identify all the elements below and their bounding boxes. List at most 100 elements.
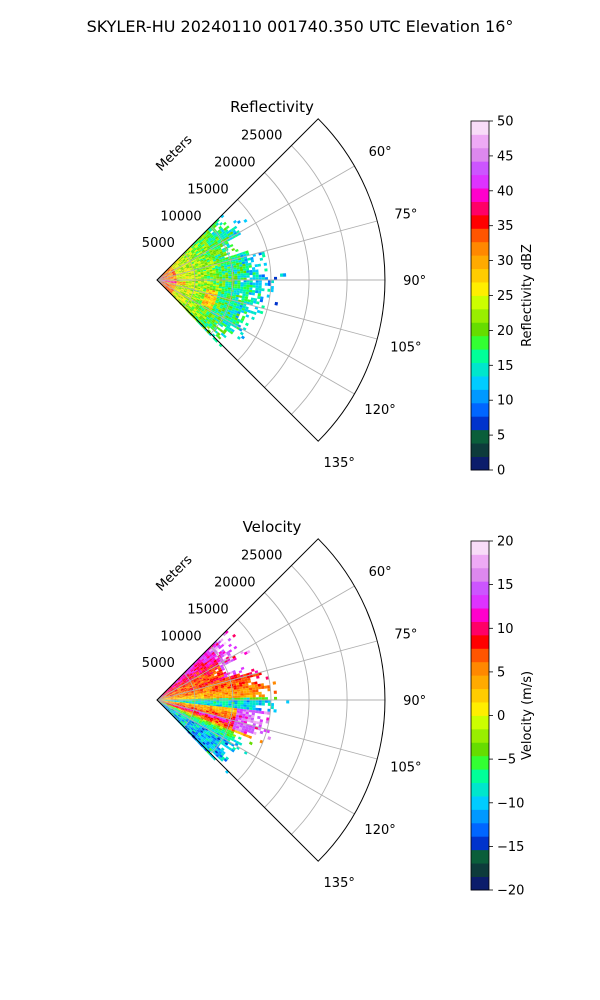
range-bin	[182, 679, 186, 682]
range-bin	[189, 724, 193, 727]
range-bin	[240, 690, 244, 694]
range-bin	[195, 293, 199, 296]
range-bin	[185, 274, 189, 276]
range-bin	[171, 713, 174, 716]
range-bin	[163, 283, 167, 285]
range-bin	[179, 698, 183, 699]
range-bin	[233, 657, 237, 661]
range-bin	[173, 294, 177, 298]
range-bin	[175, 292, 179, 295]
range-bin	[223, 318, 227, 323]
range-bin	[185, 303, 189, 307]
range-bin	[198, 256, 202, 259]
range-bin	[170, 282, 174, 284]
range-bin	[183, 251, 187, 254]
range-bin	[210, 724, 214, 727]
range-bin	[228, 649, 233, 653]
range-bin	[194, 296, 198, 299]
velocity-range-axis-label: Meters	[154, 552, 196, 594]
range-bin	[211, 308, 216, 312]
range-bin	[211, 291, 215, 294]
range-bin	[170, 710, 173, 713]
range-bin	[212, 738, 216, 742]
range-bin	[212, 288, 216, 291]
range-bin	[162, 273, 166, 276]
range-bin	[216, 704, 220, 707]
range-bin	[164, 282, 167, 285]
range-bin	[194, 285, 198, 288]
range-bin	[215, 256, 219, 260]
range-bin	[241, 681, 246, 685]
range-bin	[179, 283, 183, 284]
range-bin	[196, 678, 200, 681]
range-bin	[216, 281, 220, 284]
range-bin	[164, 697, 168, 699]
range-bin	[201, 675, 205, 679]
range-bin	[177, 709, 181, 712]
range-bin	[182, 723, 186, 727]
range-bin	[222, 280, 226, 282]
range-bin	[225, 698, 229, 700]
range-bin	[227, 268, 231, 271]
range-bin	[190, 303, 194, 306]
range-bin	[199, 258, 203, 261]
range-bin	[190, 675, 194, 678]
range-bin	[202, 719, 207, 722]
range-bin	[196, 252, 200, 256]
range-bin	[220, 293, 224, 296]
range-bin	[189, 247, 192, 251]
range-bin	[205, 267, 209, 270]
colorbar-tick-label: 0	[497, 709, 505, 724]
range-bin	[222, 705, 226, 708]
range-bin	[182, 696, 186, 698]
range-bin	[193, 297, 197, 300]
range-bin	[170, 277, 174, 278]
range-bin	[216, 725, 221, 728]
range-bin	[286, 700, 290, 704]
range-bin	[258, 694, 262, 698]
range-bin	[218, 288, 222, 291]
colorbar-segment	[471, 214, 489, 229]
range-bin	[188, 278, 192, 280]
range-bin	[191, 301, 195, 304]
range-bin	[241, 718, 245, 721]
range-bin	[225, 745, 230, 750]
range-bin	[191, 272, 195, 274]
range-bin	[194, 716, 198, 719]
range-bin	[225, 656, 230, 660]
range-bin	[165, 706, 168, 709]
range-bin	[179, 281, 183, 283]
range-bin	[195, 251, 200, 255]
range-bin	[170, 279, 174, 280]
range-bin	[185, 252, 189, 256]
range-bin	[209, 737, 214, 741]
range-bin	[205, 244, 210, 248]
range-bin	[183, 716, 187, 719]
range-bin	[230, 302, 235, 305]
range-bin	[258, 288, 262, 291]
range-bin	[194, 261, 198, 264]
range-bin	[167, 688, 170, 692]
range-bin	[198, 732, 202, 736]
range-bin	[217, 311, 221, 315]
range-bin	[181, 299, 185, 302]
range-bin	[252, 700, 256, 703]
range-bin	[182, 673, 186, 677]
range-bin	[213, 234, 218, 238]
range-bin	[173, 701, 177, 703]
range-bin	[160, 702, 164, 705]
range-bin	[211, 711, 215, 714]
range-bin	[190, 664, 194, 668]
range-bin	[173, 276, 177, 278]
range-bin	[165, 285, 169, 288]
range-bin	[218, 271, 222, 274]
range-bin	[188, 700, 192, 702]
range-bin	[254, 681, 258, 685]
range-bin	[240, 704, 244, 707]
colorbar-segment	[471, 769, 489, 784]
range-bin	[174, 683, 178, 687]
range-bin	[208, 686, 212, 689]
range-bin	[255, 707, 259, 711]
range-bin	[243, 277, 247, 280]
range-bin	[217, 229, 221, 233]
